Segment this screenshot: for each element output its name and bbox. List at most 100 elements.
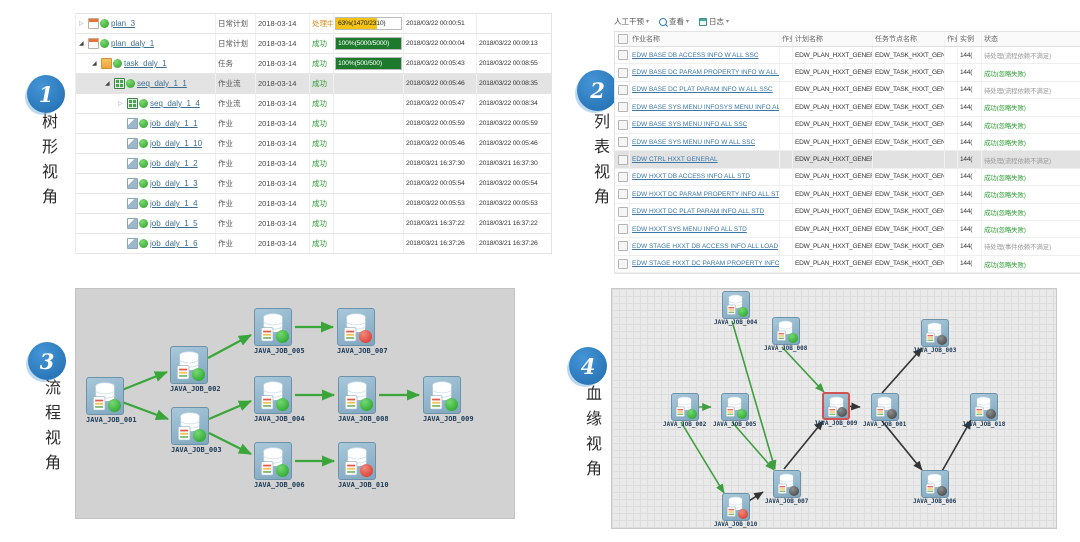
manual-intervention-menu[interactable]: 人工干预 <box>614 16 649 27</box>
tree-node-link[interactable]: job_daly_1_1 <box>150 119 198 128</box>
lineage-node[interactable]: JAVA_JOB_008 <box>764 317 807 352</box>
row-checkbox[interactable] <box>618 171 628 182</box>
select-all-checkbox[interactable] <box>618 34 628 44</box>
lineage-node[interactable]: JAVA_JOB_002 <box>663 393 706 428</box>
tree-row[interactable]: plan_daly_1 日常计划 2018-03-14 成功 100%(5000… <box>76 34 551 54</box>
table-row[interactable]: EDW BASE DC PARAM PROPERTY INFO W ALL SS… <box>615 64 1080 82</box>
table-row[interactable]: EDW STAGE HXXT DC PARAM PROPERTY INFO AL… <box>615 255 1080 274</box>
job-name-link[interactable]: EDW BASE SYS MENU INFO ALL SSC <box>632 121 748 129</box>
table-row[interactable]: EDW BASE DC PLAT PARAM INFO W ALL SSC ED… <box>615 81 1080 100</box>
tree-row[interactable]: job_daly_1_6 作业 2018-03-14 成功 2018/03/21… <box>76 234 551 254</box>
lineage-node[interactable]: JAVA_JOB_001 <box>863 393 906 428</box>
table-row[interactable]: EDW HXXT DB ACCESS INFO ALL STD EDW_PLAN… <box>615 168 1080 187</box>
flow-node[interactable]: JAVA_JOB_010 <box>338 442 389 489</box>
table-row[interactable]: EDW BASE SYS MENU INFOSYS MENU INFO ALL … <box>615 99 1080 117</box>
row-checkbox[interactable] <box>618 102 628 113</box>
expand-expanded-icon[interactable] <box>92 60 101 67</box>
header-job2[interactable]: 作业 <box>945 32 958 46</box>
flow-canvas[interactable]: JAVA_JOB_001 JAVA_JOB_002 JAVA_JOB_003 J… <box>75 288 515 519</box>
job-name-link[interactable]: EDW STAGE HXXT DB ACCESS INFO ALL LOAD <box>632 242 779 250</box>
header-status[interactable]: 状态 <box>984 36 998 43</box>
tree-row[interactable]: plan_3 日常计划 2018-03-14 处理中 63%(1470/2310… <box>76 14 551 34</box>
flow-node[interactable]: JAVA_JOB_005 <box>254 308 305 355</box>
tree-node-link[interactable]: job_daly_1_5 <box>150 219 198 228</box>
expand-collapsed-icon[interactable] <box>118 100 127 107</box>
lineage-node[interactable]: JAVA_JOB_010 <box>714 493 757 528</box>
tree-row[interactable]: task_daly_1 任务 2018-03-14 成功 100%(500/50… <box>76 54 551 74</box>
tree-node-link[interactable]: job_daly_1_10 <box>150 139 203 148</box>
flow-node[interactable]: JAVA_JOB_007 <box>337 308 388 355</box>
table-row[interactable]: EDW HXXT DC PARAM PROPERTY INFO ALL STD … <box>615 186 1080 204</box>
lineage-node[interactable]: JAVA_JOB_018 <box>962 393 1005 428</box>
lineage-node-selected[interactable]: JAVA_JOB_009 <box>814 392 857 427</box>
row-checkbox[interactable] <box>618 224 628 235</box>
row-checkbox[interactable] <box>618 154 628 165</box>
row-checkbox[interactable] <box>618 189 628 200</box>
job-name-link[interactable]: EDW CTRL HXXT GENERAL <box>632 156 718 164</box>
lineage-node[interactable]: JAVA_JOB_007 <box>765 470 808 505</box>
job-name-link[interactable]: EDW BASE SYS MENU INFOSYS MENU INFO ALL … <box>632 103 779 111</box>
tree-row-selected[interactable]: seq_daly_1_1 作业流 2018-03-14 成功 2018/03/2… <box>76 74 551 94</box>
tree-node-link[interactable]: job_daly_1_3 <box>150 179 198 188</box>
tree-node-link[interactable]: job_daly_1_2 <box>150 159 198 168</box>
header-instance[interactable]: 实例 <box>958 32 982 46</box>
table-row[interactable]: EDW BASE DB ACCESS INFO W ALL SSC EDW_PL… <box>615 47 1080 65</box>
table-row[interactable]: EDW HXXT SYS MENU INFO ALL STD EDW_PLAN_… <box>615 220 1080 239</box>
lineage-node[interactable]: JAVA_JOB_006 <box>913 470 956 505</box>
header-task-node-name[interactable]: 任务节点名称 <box>873 32 945 46</box>
tree-node-link[interactable]: task_daly_1 <box>124 59 167 68</box>
row-checkbox[interactable] <box>618 206 628 217</box>
log-menu[interactable]: 日志 <box>699 16 729 27</box>
tree-row[interactable]: seq_daly_1_4 作业流 2018-03-14 成功 2018/03/2… <box>76 94 551 114</box>
tree-row[interactable]: job_daly_1_4 作业 2018-03-14 成功 2018/03/22… <box>76 194 551 214</box>
view-menu[interactable]: 查看 <box>659 16 689 27</box>
tree-row[interactable]: job_daly_1_3 作业 2018-03-14 成功 2018/03/22… <box>76 174 551 194</box>
flow-node[interactable]: JAVA_JOB_003 <box>171 407 222 454</box>
job-name-link[interactable]: EDW BASE DC PLAT PARAM INFO W ALL SSC <box>632 86 773 94</box>
job-name-link[interactable]: EDW BASE DB ACCESS INFO W ALL SSC <box>632 51 759 59</box>
row-checkbox[interactable] <box>618 119 628 130</box>
tree-row[interactable]: job_daly_1_1 作业 2018-03-14 成功 2018/03/22… <box>76 114 551 134</box>
tree-row[interactable]: job_daly_1_2 作业 2018-03-14 成功 2018/03/21… <box>76 154 551 174</box>
job-name-link[interactable]: EDW BASE SYS MENU INFO W ALL SSC <box>632 138 756 146</box>
lineage-node[interactable]: JAVA_JOB_003 <box>913 319 956 354</box>
header-plan-name[interactable]: 计划名称 <box>793 32 873 46</box>
table-row[interactable]: EDW STAGE HXXT DB ACCESS INFO ALL LOAD E… <box>615 238 1080 256</box>
job-name-link[interactable]: EDW BASE DC PARAM PROPERTY INFO W ALL SS… <box>632 69 779 77</box>
row-checkbox[interactable] <box>618 241 628 252</box>
job-name-link[interactable]: EDW HXXT DB ACCESS INFO ALL STD <box>632 173 751 181</box>
lineage-node[interactable]: JAVA_JOB_005 <box>713 393 756 428</box>
tree-node-link[interactable]: plan_3 <box>111 19 136 28</box>
flow-node[interactable]: JAVA_JOB_008 <box>338 376 389 423</box>
job-name-link[interactable]: EDW HXXT SYS MENU INFO ALL STD <box>632 225 747 233</box>
tree-node-link[interactable]: job_daly_1_6 <box>150 239 198 248</box>
job-name-link[interactable]: EDW HXXT DC PARAM PROPERTY INFO ALL STD <box>632 190 779 198</box>
expand-collapsed-icon[interactable] <box>79 20 88 27</box>
lineage-node[interactable]: JAVA_JOB_004 <box>714 291 757 326</box>
header-job-name[interactable]: 作业名称 <box>630 32 780 46</box>
expand-expanded-icon[interactable] <box>79 40 88 47</box>
row-checkbox[interactable] <box>618 258 628 269</box>
flow-node[interactable]: JAVA_JOB_002 <box>170 346 221 393</box>
flow-node[interactable]: JAVA_JOB_006 <box>254 442 305 489</box>
table-row[interactable]: EDW HXXT DC PLAT PARAM INFO ALL STD EDW_… <box>615 203 1080 221</box>
flow-node[interactable]: JAVA_JOB_004 <box>254 376 305 423</box>
tree-node-link[interactable]: plan_daly_1 <box>111 39 155 48</box>
tree-node-link[interactable]: seq_daly_1_1 <box>137 79 187 88</box>
tree-row[interactable]: job_daly_1_10 作业 2018-03-14 成功 2018/03/2… <box>76 134 551 154</box>
row-checkbox[interactable] <box>618 137 628 148</box>
job-name-link[interactable]: EDW HXXT DC PLAT PARAM INFO ALL STD <box>632 208 765 216</box>
tree-node-link[interactable]: job_daly_1_4 <box>150 199 198 208</box>
table-row[interactable]: EDW BASE SYS MENU INFO ALL SSC EDW_PLAN_… <box>615 116 1080 134</box>
row-checkbox[interactable] <box>618 67 628 78</box>
expand-expanded-icon[interactable] <box>105 80 114 87</box>
lineage-canvas[interactable]: JAVA_JOB_004 JAVA_JOB_008 JAVA_JOB_003 J… <box>611 288 1057 529</box>
table-row-selected[interactable]: EDW CTRL HXXT GENERAL EDW_PLAN_HXXT_GENE… <box>615 151 1080 169</box>
row-checkbox[interactable] <box>618 50 628 61</box>
tree-node-link[interactable]: seq_daly_1_4 <box>150 99 200 108</box>
flow-node[interactable]: JAVA_JOB_009 <box>423 376 474 423</box>
tree-row[interactable]: job_daly_1_5 作业 2018-03-14 成功 2018/03/21… <box>76 214 551 234</box>
flow-node[interactable]: JAVA_JOB_001 <box>86 377 137 424</box>
table-row[interactable]: EDW BASE SYS MENU INFO W ALL SSC EDW_PLA… <box>615 133 1080 152</box>
job-name-link[interactable]: EDW STAGE HXXT DC PARAM PROPERTY INFO AL… <box>632 260 779 268</box>
